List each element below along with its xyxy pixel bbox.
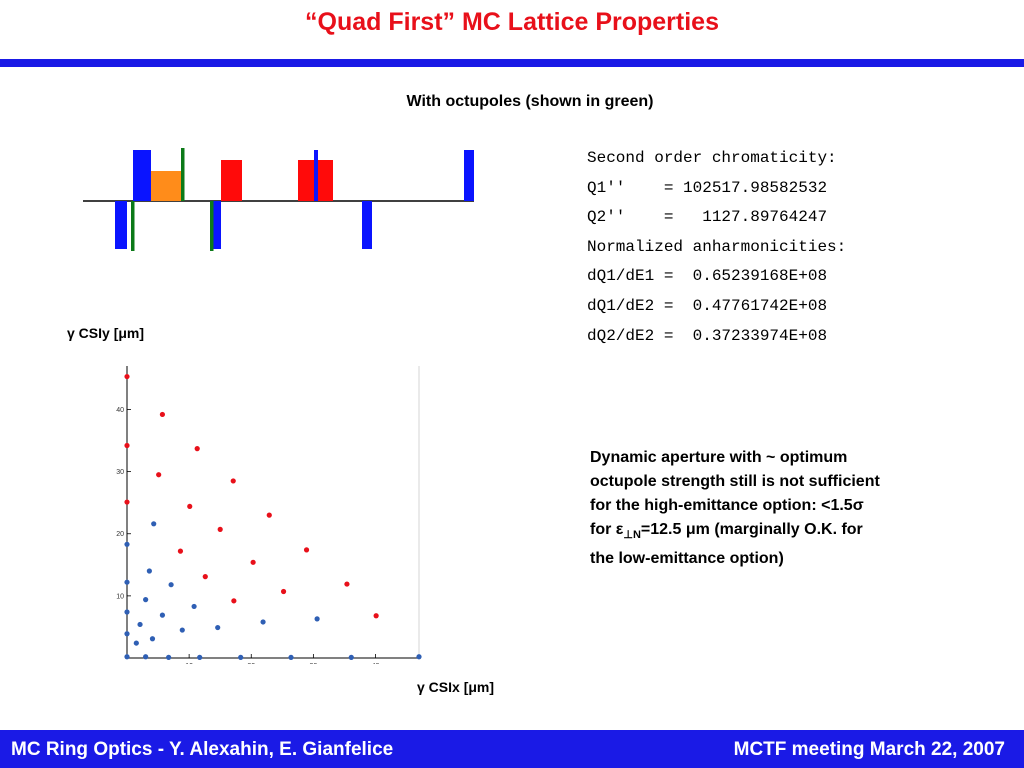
data-point — [260, 619, 266, 625]
chromaticity-line: Q2'' = 1127.89764247 — [587, 208, 828, 227]
note-line: Dynamic aperture with ~ optimum — [590, 449, 848, 466]
note-line: for — [590, 521, 616, 538]
chromaticity-line: dQ1/dE2 = 0.47761742E+08 — [587, 296, 828, 315]
footer-authors: MC Ring Optics - Y. Alexahin, E. Gianfel… — [11, 739, 394, 760]
y-tick-label: 30 — [116, 469, 124, 476]
data-point — [231, 598, 237, 604]
data-point — [137, 621, 143, 628]
footer-meeting: MCTF meeting March 22, 2007 — [733, 739, 1005, 760]
epsilon-subscript: ⊥N — [623, 529, 641, 542]
title-divider — [0, 59, 1024, 67]
note-line: m (marginally O.K. for — [695, 521, 863, 538]
data-point — [124, 541, 130, 547]
data-point — [197, 654, 203, 660]
quad-element — [362, 201, 372, 249]
chromaticity-line: Second order chromaticity: — [587, 149, 837, 167]
dipole-element — [221, 160, 242, 201]
x-tick-label: 40 — [372, 663, 380, 664]
data-point — [416, 654, 422, 660]
data-point — [191, 603, 197, 610]
quad-element — [115, 201, 127, 249]
data-point — [133, 640, 139, 646]
chromaticity-line: dQ2/dE2 = 0.37233974E+08 — [587, 326, 828, 345]
data-point — [348, 654, 354, 660]
data-point — [250, 559, 256, 565]
note-line: for the high-emittance option: <1.5 — [590, 497, 853, 514]
chromaticity-line: Q1'' = 102517.98582532 — [587, 178, 828, 197]
sigma-symbol: σ — [852, 497, 864, 514]
y-tick-label: 20 — [116, 531, 124, 538]
note-line: octupole strength still is not sufficien… — [590, 473, 880, 490]
data-point — [303, 547, 310, 553]
data-point — [202, 574, 208, 580]
quad-element — [133, 150, 151, 201]
data-point — [124, 609, 130, 615]
y-axis-label: γ CSIy [μm] — [67, 325, 145, 341]
data-point — [238, 654, 244, 660]
data-point — [143, 654, 149, 660]
quad-element — [314, 150, 318, 201]
data-point — [288, 654, 294, 660]
data-point — [266, 512, 272, 518]
data-point — [159, 411, 166, 418]
octupole-element — [131, 201, 135, 251]
aperture-scatter-plot: 10 20 30 40 10 20 30 40 — [116, 366, 422, 664]
data-point — [166, 654, 172, 660]
y-tick-label: 10 — [116, 593, 124, 600]
chromaticity-line: dQ1/dE1 = 0.65239168E+08 — [587, 267, 828, 286]
data-point — [187, 503, 193, 510]
note-line: the low-emittance option) — [590, 550, 784, 568]
data-point — [143, 597, 149, 603]
data-point — [217, 526, 223, 532]
quad-element — [464, 150, 474, 201]
data-point — [124, 499, 130, 505]
mu-symbol: μ — [685, 521, 696, 538]
data-point — [124, 373, 130, 380]
note-line: =12.5 — [640, 521, 686, 538]
data-point — [168, 582, 174, 588]
x-tick-label: 30 — [309, 663, 317, 664]
x-axis-label: γ CSIx [μm] — [417, 679, 495, 695]
data-point — [159, 612, 166, 618]
data-point — [280, 588, 287, 595]
lattice-diagram — [83, 148, 474, 251]
data-point — [177, 548, 184, 554]
dynamic-aperture-note: Dynamic aperture with ~ optimum octupole… — [590, 446, 960, 571]
data-point — [151, 521, 157, 527]
chromaticity-block: Second order chromaticity: Q1'' = 102517… — [587, 146, 846, 353]
data-point — [124, 442, 130, 449]
chromaticity-line: Normalized anharmonicities: — [587, 237, 847, 256]
data-point — [179, 627, 185, 633]
data-point — [373, 613, 379, 619]
data-point — [314, 616, 320, 622]
data-point — [124, 579, 130, 585]
data-point — [124, 631, 130, 637]
data-point — [146, 568, 152, 574]
data-point — [149, 636, 156, 642]
octupole-element — [210, 201, 214, 251]
x-tick-label: 20 — [247, 663, 255, 664]
data-point — [156, 472, 162, 478]
data-point — [124, 654, 130, 660]
lattice-subtitle: With octupoles (shown in green) — [406, 93, 654, 110]
data-point — [344, 581, 350, 587]
data-point — [215, 624, 221, 631]
y-tick-label: 40 — [116, 407, 124, 414]
x-tick-label: 10 — [185, 663, 193, 664]
data-point — [194, 446, 200, 452]
data-point — [230, 478, 236, 484]
orange-element — [151, 171, 181, 201]
epsilon-symbol: ε — [615, 521, 624, 538]
quad-element — [213, 201, 221, 249]
footer-bar: MC Ring Optics - Y. Alexahin, E. Gianfel… — [0, 730, 1024, 768]
octupole-element — [181, 148, 185, 201]
page-title: “Quad First” MC Lattice Properties — [305, 8, 719, 36]
